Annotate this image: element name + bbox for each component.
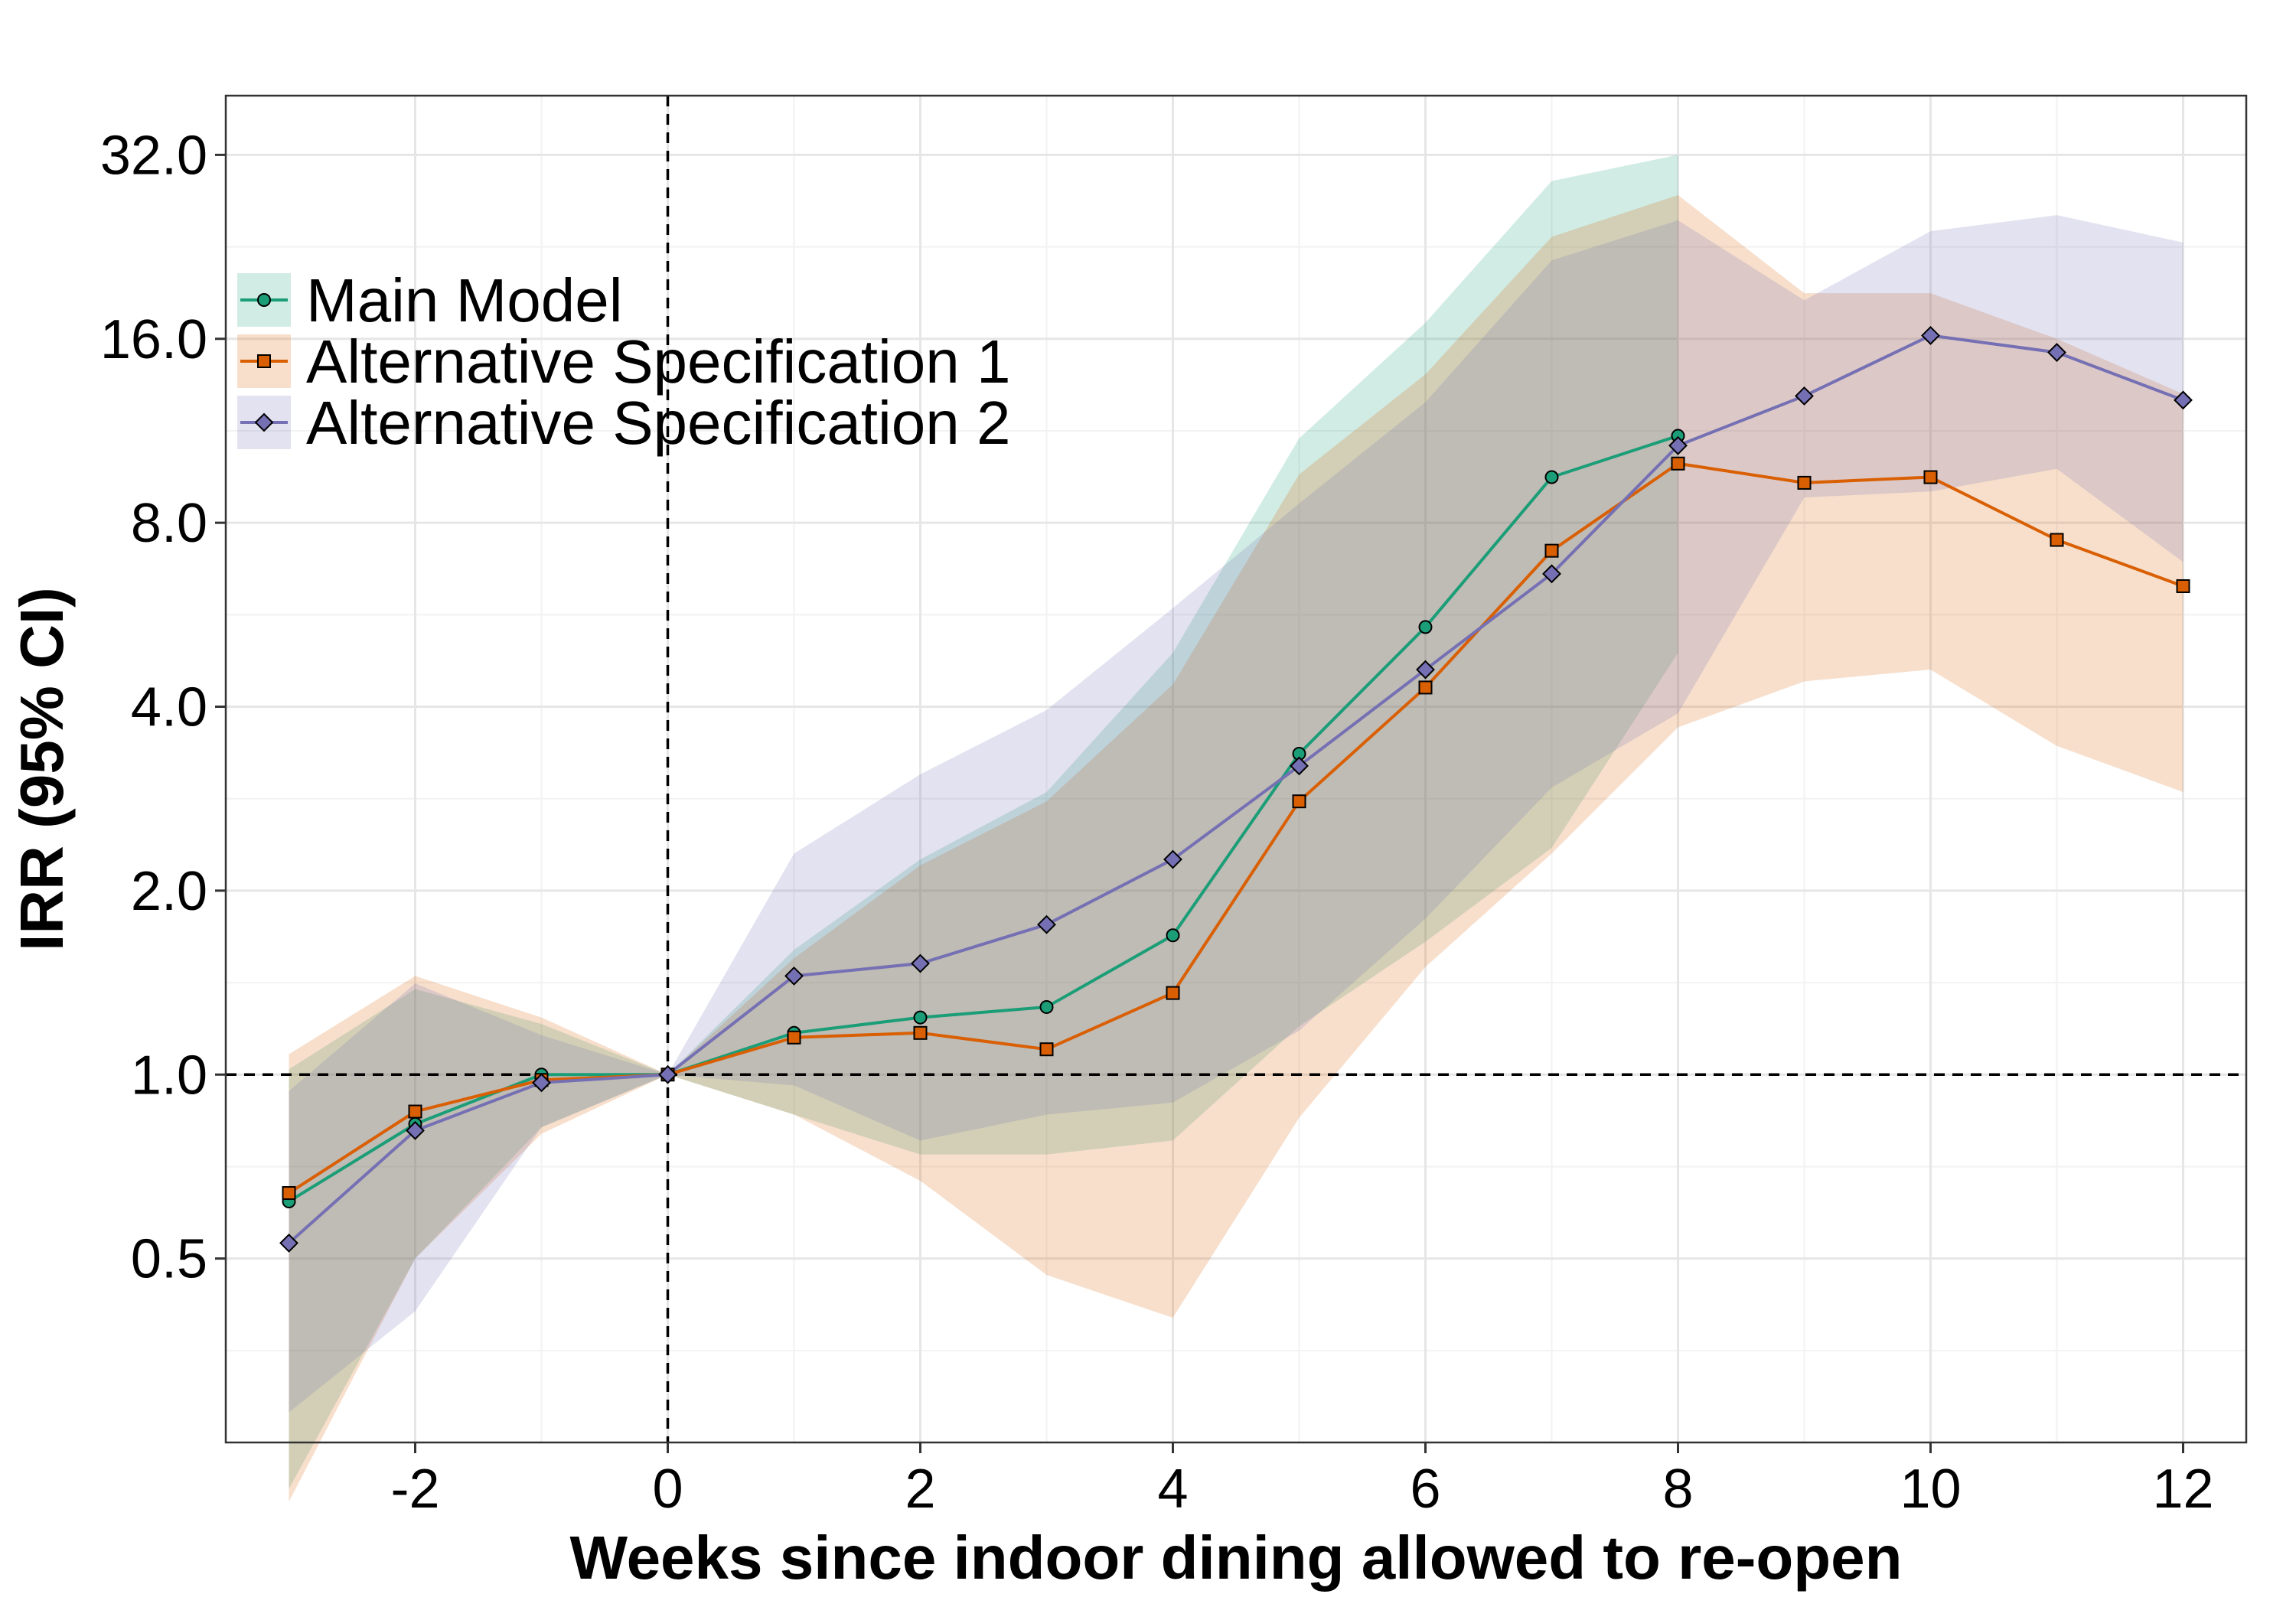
y-tick-label: 16.0 <box>100 309 207 370</box>
data-point <box>1163 849 1182 869</box>
x-tick-label: 4 <box>1157 1459 1188 1520</box>
x-axis: -2 0 2 4 6 8 10 12 <box>390 1442 2214 1520</box>
data-point <box>1039 1042 1054 1057</box>
y-tick-label: 1.0 <box>131 1045 207 1106</box>
y-axis: 0.5 1.0 2.0 4.0 8.0 16.0 32.0 <box>100 125 226 1290</box>
legend-label: Alternative Specification 1 <box>306 328 1011 396</box>
data-point <box>911 953 930 973</box>
data-point <box>1292 794 1306 809</box>
y-tick-label: 0.5 <box>131 1229 207 1290</box>
series-lines <box>288 334 2184 1244</box>
data-point <box>1416 660 1435 680</box>
series-line <box>288 434 1679 1203</box>
data-point <box>1923 470 1938 484</box>
panel-background <box>226 96 2246 1442</box>
y-axis-title: IRR (95% CI) <box>8 587 76 951</box>
data-point <box>282 1186 296 1201</box>
data-point <box>406 1120 425 1140</box>
ci-band <box>289 155 1678 1489</box>
data-point <box>1544 470 1559 484</box>
data-point <box>408 1104 422 1119</box>
y-tick-label: 32.0 <box>100 125 207 186</box>
data-point <box>2047 343 2066 362</box>
data-point <box>1418 620 1433 634</box>
legend-label: Alternative Specification 2 <box>306 389 1011 457</box>
data-point <box>1542 564 1561 584</box>
series-line <box>288 334 2184 1244</box>
x-tick-label: 8 <box>1662 1459 1693 1520</box>
data-point <box>787 1030 801 1045</box>
data-point <box>2174 390 2193 410</box>
data-point <box>1166 986 1180 1000</box>
data-point <box>1797 475 1812 490</box>
legend-label: Main Model <box>306 266 623 334</box>
data-point <box>1921 326 1940 345</box>
x-tick-label: 10 <box>1900 1459 1961 1520</box>
data-point <box>658 1064 677 1084</box>
x-tick-label: -2 <box>390 1459 439 1520</box>
data-point <box>913 1025 928 1040</box>
panel-border <box>224 94 2248 1444</box>
x-tick-label: 6 <box>1410 1459 1440 1520</box>
data-point <box>1668 435 1688 455</box>
x-tick-label: 12 <box>2152 1459 2213 1520</box>
y-tick-label: 4.0 <box>131 677 207 738</box>
data-point <box>1166 928 1180 943</box>
data-point <box>2176 579 2190 593</box>
data-point <box>1290 756 1309 776</box>
x-tick-label: 0 <box>652 1459 683 1520</box>
x-tick-label: 2 <box>905 1459 935 1520</box>
legend-key-marker <box>257 293 271 307</box>
data-point <box>1037 914 1056 934</box>
data-point <box>1671 456 1685 471</box>
legend-key-marker <box>257 354 271 368</box>
data-point <box>784 966 804 986</box>
ci-band <box>289 194 2183 1502</box>
x-axis-title: Weeks since indoor dining allowed to re-… <box>570 1524 1903 1592</box>
legend-key-marker <box>254 412 274 432</box>
minor-grid <box>226 96 2246 1442</box>
data-point <box>2050 533 2064 547</box>
data-point <box>279 1234 298 1253</box>
series-points <box>279 326 2193 1253</box>
data-point <box>1544 543 1559 558</box>
data-point <box>1418 680 1433 695</box>
data-point <box>532 1073 551 1093</box>
y-tick-label: 2.0 <box>131 861 207 922</box>
data-point <box>1795 386 1814 406</box>
data-point <box>1039 999 1054 1014</box>
data-point <box>913 1010 928 1025</box>
y-tick-label: 8.0 <box>131 493 207 554</box>
